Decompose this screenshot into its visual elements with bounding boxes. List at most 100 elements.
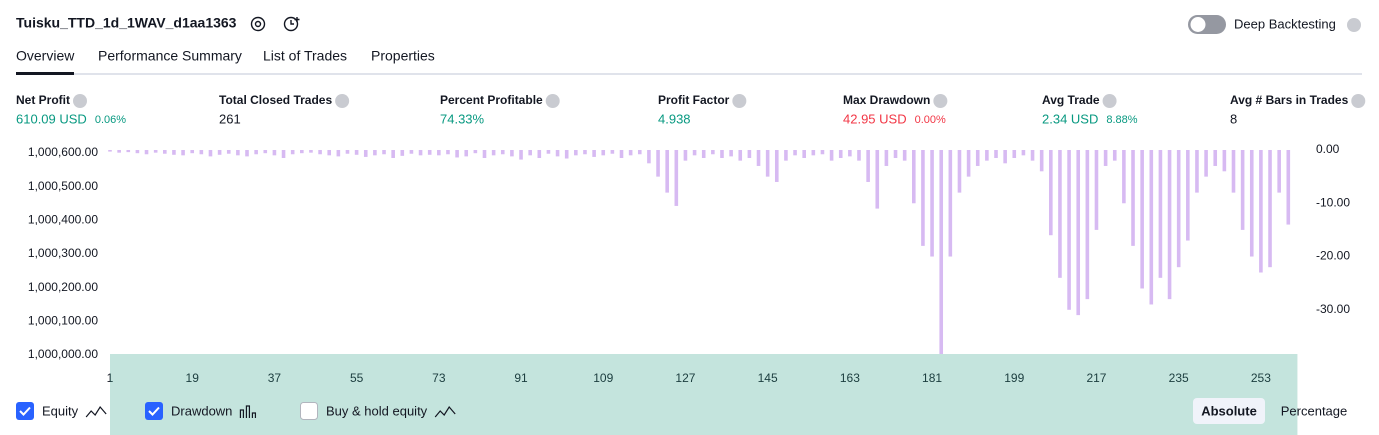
drawdown-bar (665, 150, 669, 193)
drawdown-bar (336, 150, 341, 157)
metric-value: 42.95 USD (843, 111, 907, 126)
drawdown-bar (382, 150, 386, 155)
tab[interactable]: Overview (16, 48, 75, 64)
y-tick-label: 1,000,200.00 (28, 280, 98, 294)
drawdown-bar (108, 150, 112, 152)
drawdown-bar (1122, 150, 1126, 204)
y2-tick-label: 0.00 (1316, 142, 1340, 156)
drawdown-bar (601, 150, 606, 156)
tab[interactable]: Properties (371, 48, 435, 64)
mode-button[interactable]: Percentage (1281, 403, 1348, 418)
drawdown-bar (1149, 150, 1154, 305)
drawdown-bar (1030, 150, 1035, 161)
metric-label: Profit Factor (658, 93, 730, 107)
checkbox[interactable] (16, 402, 34, 420)
settings-icon[interactable] (250, 16, 266, 32)
drawdown-bar (1103, 150, 1108, 166)
active-tab-underline (16, 72, 74, 75)
drawdown-bar (1012, 150, 1017, 158)
y-tick-label: 1,000,100.00 (28, 314, 98, 328)
drawdown-bar (117, 150, 121, 153)
checkbox[interactable] (145, 402, 163, 420)
drawdown-bar (190, 150, 195, 154)
drawdown-bar (1039, 150, 1044, 172)
info-icon[interactable] (335, 94, 350, 108)
metric-value: 610.09 USD (16, 111, 87, 126)
drawdown-bar (373, 150, 377, 156)
metric-label: Total Closed Trades (219, 93, 332, 107)
drawdown-bar (391, 150, 395, 158)
drawdown-bar (930, 150, 934, 257)
drawdown-bar (1067, 150, 1071, 310)
drawdown-bar (318, 150, 322, 155)
info-icon[interactable] (732, 94, 747, 108)
drawdown-bar (555, 150, 560, 157)
info-icon[interactable] (73, 94, 87, 108)
checkbox[interactable] (300, 402, 318, 420)
y-tick-label: 1,000,300.00 (28, 246, 98, 260)
metric-value: 74.33% (440, 111, 485, 126)
drawdown-bar (1140, 150, 1144, 289)
drawdown-bar (1213, 150, 1218, 166)
drawdown-bar (875, 150, 880, 209)
y2-tick-label: -30.00 (1316, 302, 1350, 316)
info-icon[interactable] (545, 94, 560, 108)
mode-button[interactable]: Absolute (1201, 403, 1257, 418)
drawdown-bar (409, 150, 414, 154)
drawdown-bar (208, 150, 213, 157)
drawdown-bar (1204, 150, 1208, 177)
info-icon[interactable] (1351, 94, 1366, 108)
drawdown-bar (135, 150, 140, 154)
y2-tick-label: -10.00 (1316, 195, 1350, 209)
drawdown-bar (610, 150, 615, 154)
tab[interactable]: List of Trades (263, 48, 347, 64)
drawdown-bar (1286, 150, 1291, 225)
mode-button-active[interactable] (1193, 398, 1265, 424)
drawdown-bar (674, 150, 679, 206)
drawdown-bar (637, 150, 642, 155)
drawdown-bar (1131, 150, 1135, 246)
help-icon[interactable] (1347, 18, 1361, 32)
metric-label: Net Profit (16, 93, 70, 107)
drawdown-bar (1268, 150, 1272, 268)
snapshot-icon[interactable] (283, 16, 300, 32)
checkmark (148, 406, 160, 416)
drawdown-bar (720, 150, 724, 158)
drawdown-bar (519, 150, 523, 160)
drawdown-bar (829, 150, 834, 161)
drawdown-bar (172, 150, 176, 155)
legend-icon (85, 405, 107, 418)
drawdown-bar (784, 150, 788, 161)
drawdown-bar (464, 150, 469, 157)
legend-label: Buy & hold equity (326, 403, 428, 418)
drawdown-bar (537, 150, 542, 158)
drawdown-bar (1259, 150, 1263, 273)
drawdown-bar (656, 150, 660, 177)
metric-label: Avg Trade (1042, 93, 1100, 107)
drawdown-bar (857, 150, 861, 161)
drawdown-bar (619, 150, 624, 158)
drawdown-bar (985, 150, 989, 161)
drawdown-bar (345, 150, 350, 154)
info-icon[interactable] (1102, 94, 1117, 108)
drawdown-bar (217, 150, 222, 155)
drawdown-bar (446, 150, 450, 155)
drawdown-bar (756, 150, 761, 166)
drawdown-bar (1277, 150, 1281, 193)
drawdown-bar (309, 150, 313, 153)
drawdown-bar (455, 150, 459, 158)
info-icon[interactable] (933, 94, 948, 108)
drawdown-bar (1195, 150, 1199, 193)
drawdown-bar (793, 150, 797, 156)
drawdown-bar (628, 150, 633, 156)
tab[interactable]: Performance Summary (98, 48, 242, 64)
drawdown-bar (838, 150, 843, 158)
drawdown-bar (701, 150, 706, 158)
metric-value: 8 (1230, 111, 1237, 126)
drawdown-bar (811, 150, 816, 156)
drawdown-bar (966, 150, 971, 177)
drawdown-bar (327, 150, 332, 156)
drawdown-bar (1222, 150, 1227, 172)
drawdown-bar (163, 150, 167, 154)
